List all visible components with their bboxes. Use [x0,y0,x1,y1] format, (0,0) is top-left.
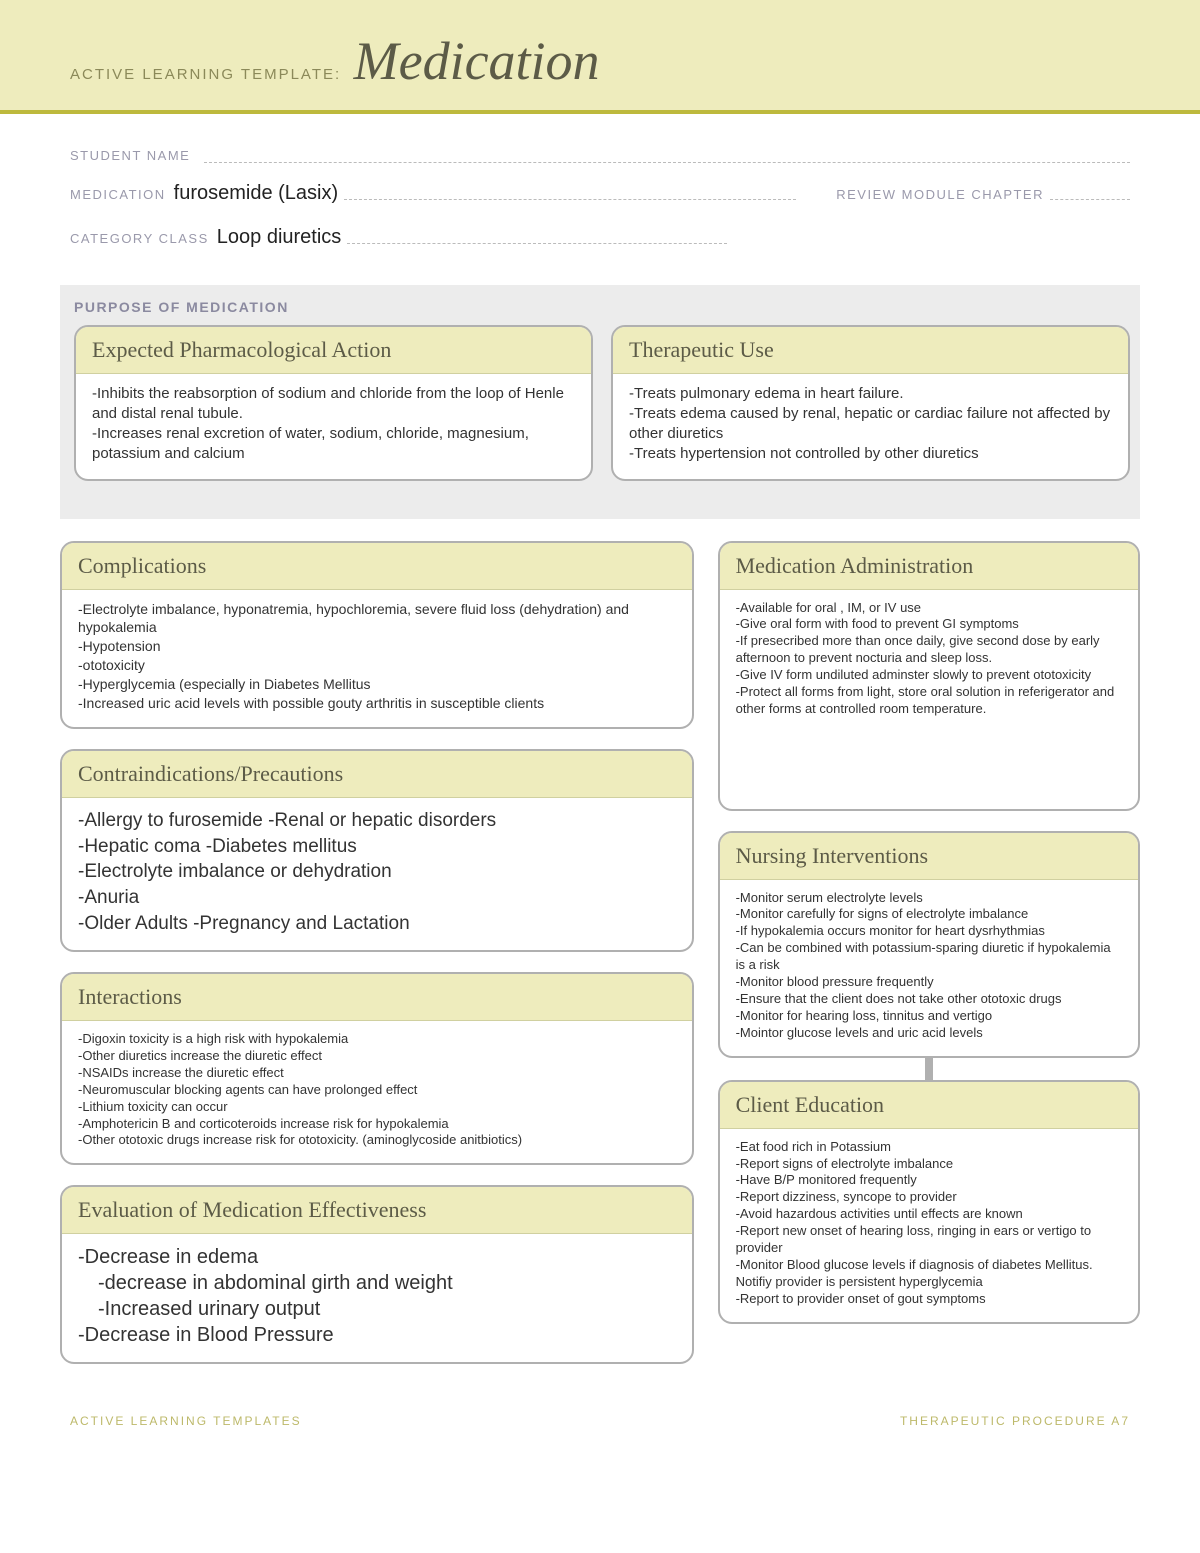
admin-title: Medication Administration [720,543,1138,590]
admin-content: -Available for oral , IM, or IV use -Giv… [720,590,1138,732]
category-value[interactable]: Loop diuretics [217,215,342,259]
header-band: ACTIVE LEARNING TEMPLATE: Medication [0,0,1200,114]
header-title: Medication [354,31,600,91]
expected-title: Expected Pharmacological Action [76,327,591,374]
eval-line: -Decrease in Blood Pressure [78,1322,676,1348]
line [344,186,796,200]
interactions-title: Interactions [62,974,692,1021]
education-box: Client Education -Eat food rich in Potas… [718,1080,1140,1324]
line [1050,186,1130,200]
footer: ACTIVE LEARNING TEMPLATES THERAPEUTIC PR… [0,1384,1200,1448]
education-content: -Eat food rich in Potassium -Report sign… [720,1129,1138,1322]
complications-box: Complications -Electrolyte imbalance, hy… [60,541,694,729]
line [204,149,1130,163]
contraindications-box: Contraindications/Precautions -Allergy t… [60,749,694,952]
nursing-content: -Monitor serum electrolyte levels -Monit… [720,880,1138,1056]
evaluation-content: -Decrease in edema -decrease in abdomina… [62,1234,692,1362]
therapeutic-use-box: Therapeutic Use -Treats pulmonary edema … [611,325,1130,481]
evaluation-box: Evaluation of Medication Effectiveness -… [60,1185,694,1364]
contra-content: -Allergy to furosemide -Renal or hepatic… [62,798,692,950]
interactions-box: Interactions -Digoxin toxicity is a high… [60,972,694,1165]
student-label: STUDENT NAME [70,142,190,171]
meta-block: STUDENT NAME MEDICATION furosemide (Lasi… [0,114,1200,277]
expected-content: -Inhibits the reabsorption of sodium and… [76,374,591,479]
medication-label: MEDICATION [70,181,166,210]
left-column: Complications -Electrolyte imbalance, hy… [60,541,694,1385]
eval-line: -Decrease in edema [78,1244,676,1270]
purpose-heading: PURPOSE OF MEDICATION [74,299,1130,315]
main-grid: Complications -Electrolyte imbalance, hy… [0,519,1200,1385]
footer-left: ACTIVE LEARNING TEMPLATES [70,1414,302,1428]
connector-line [925,1058,933,1080]
footer-right: THERAPEUTIC PROCEDURE A7 [900,1414,1130,1428]
therapeutic-title: Therapeutic Use [613,327,1128,374]
eval-line: -decrease in abdominal girth and weight [78,1270,676,1296]
complications-content: -Electrolyte imbalance, hyponatremia, hy… [62,590,692,727]
nursing-box: Nursing Interventions -Monitor serum ele… [718,831,1140,1058]
contra-title: Contraindications/Precautions [62,751,692,798]
purpose-section: PURPOSE OF MEDICATION Expected Pharmacol… [60,285,1140,519]
expected-action-box: Expected Pharmacological Action -Inhibit… [74,325,593,481]
therapeutic-content: -Treats pulmonary edema in heart failure… [613,374,1128,479]
eval-line: -Increased urinary output [78,1296,676,1322]
line [347,230,727,244]
review-label: REVIEW MODULE CHAPTER [836,181,1044,210]
nursing-title: Nursing Interventions [720,833,1138,880]
right-column: Medication Administration -Available for… [718,541,1140,1385]
interactions-content: -Digoxin toxicity is a high risk with hy… [62,1021,692,1163]
administration-box: Medication Administration -Available for… [718,541,1140,811]
complications-title: Complications [62,543,692,590]
header-prefix: ACTIVE LEARNING TEMPLATE: [70,66,341,83]
category-label: CATEGORY CLASS [70,225,209,254]
education-title: Client Education [720,1082,1138,1129]
medication-value[interactable]: furosemide (Lasix) [174,171,339,215]
evaluation-title: Evaluation of Medication Effectiveness [62,1187,692,1234]
